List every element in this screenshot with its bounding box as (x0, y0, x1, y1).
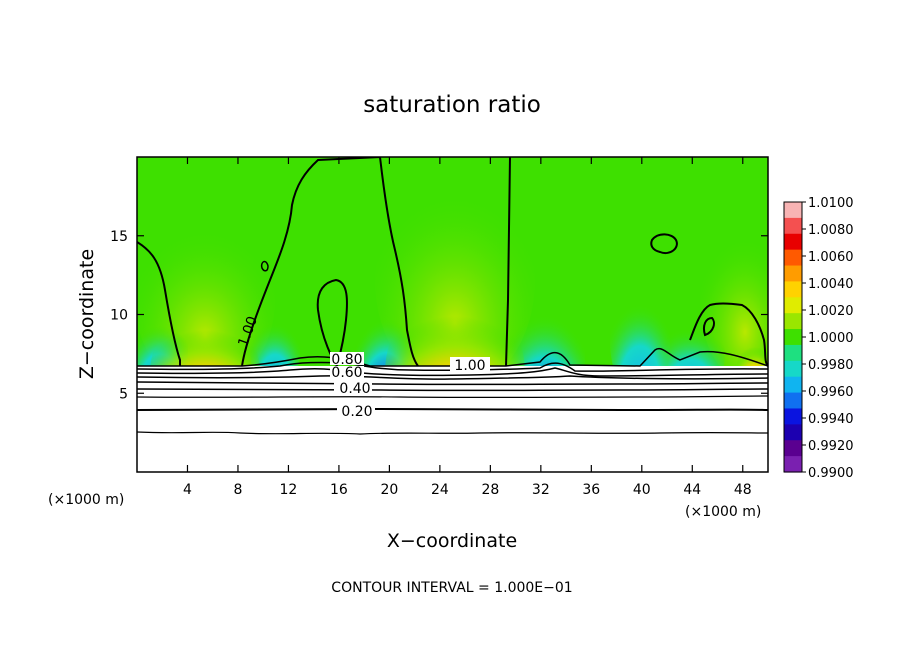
contour-label-0.20: 0.20 (341, 404, 372, 420)
contour-1.00 (137, 157, 511, 367)
colorbar-swatch (784, 376, 802, 394)
label-mask (330, 352, 364, 365)
colorbar-swatch (784, 440, 802, 457)
colorbar-tick-label: 0.9900 (808, 466, 854, 481)
contour-1.00-bubble (650, 233, 678, 254)
saturation-field: 1.00 0.80 0.60 0.40 0.20 1.00 (137, 157, 768, 472)
contour-0.20 (137, 407, 768, 412)
contour-0.10 (137, 431, 768, 435)
colorbar-swatch (784, 329, 802, 346)
colorbar-tick-label: 0.9940 (808, 412, 854, 427)
y-tick-label: 15 (110, 229, 128, 245)
contour-0.30 (137, 395, 768, 399)
label-mask (450, 357, 490, 371)
colorbar-swatch (784, 424, 802, 441)
y-tick-label: 5 (119, 386, 128, 402)
contour-label-0.80: 0.80 (331, 352, 362, 368)
x-tick-label: 8 (233, 482, 242, 498)
colorbar-tick-label: 1.0080 (808, 223, 854, 238)
contour-label-0.60: 0.60 (331, 365, 362, 381)
x-axis: 4 8 12 16 20 24 28 32 36 40 44 48 (183, 157, 752, 498)
colorbar-swatch (784, 233, 802, 251)
contour-0.60 (137, 375, 768, 380)
colorbar-tick-label: 0.9960 (808, 385, 854, 400)
x-unit-right: (×1000 m) (685, 504, 761, 520)
colorbar-tick-label: 1.0100 (808, 196, 854, 211)
contour-interval-note: CONTOUR INTERVAL = 1.000E−01 (331, 580, 572, 596)
colorbar-swatch (784, 217, 802, 235)
label-mask (334, 381, 372, 395)
colorbar-tick-label: 0.9920 (808, 439, 854, 454)
colorbar-swatch (784, 202, 802, 219)
x-tick-label: 12 (280, 482, 298, 498)
x-tick-label: 32 (532, 482, 550, 498)
chart-title: saturation ratio (363, 92, 541, 118)
colorbar-swatch (784, 344, 802, 362)
colorbar-swatch (784, 313, 802, 330)
colorbar-swatch (784, 297, 802, 314)
y-axis: 5 10 15 (110, 229, 768, 402)
colorbar-tick-label: 1.0060 (808, 250, 854, 265)
label-mask (330, 366, 364, 379)
contour-0.80 (137, 361, 768, 372)
x-tick-label: 28 (481, 482, 499, 498)
contour-0.50 (137, 381, 768, 386)
x-tick-label: 36 (582, 482, 600, 498)
x-tick-label: 16 (330, 482, 348, 498)
contour-0.90 (137, 348, 768, 367)
colorbar-swatch (784, 265, 802, 283)
colorbar-tick-label: 1.0040 (808, 277, 854, 292)
lower-layer (137, 366, 768, 472)
contour-1.00-small (260, 260, 269, 272)
contour-0.70 (137, 367, 768, 377)
colorbar-tick-label: 1.0020 (808, 304, 854, 319)
label-mask (337, 403, 375, 417)
colorbar-swatch (784, 360, 802, 378)
x-unit-left: (×1000 m) (48, 492, 124, 508)
colorbar: 1.0100 1.0080 1.0060 1.0040 1.0020 1.0000 0.99… (783, 196, 854, 481)
x-tick-label: 48 (734, 482, 752, 498)
x-axis-title: X−coordinate (387, 530, 517, 552)
contour-label-1.00-b: 1.00 (454, 358, 485, 374)
colorbar-swatch (784, 408, 802, 425)
colorbar-tick-label: 0.9980 (808, 358, 854, 373)
x-tick-label: 24 (431, 482, 449, 498)
contour-1.00-right (689, 302, 768, 367)
x-tick-label: 40 (633, 482, 651, 498)
contour-labels: 1.00 0.80 0.60 0.40 0.20 1.00 (235, 314, 490, 420)
contour-lines (137, 157, 768, 435)
colorbar-swatch (784, 281, 802, 298)
x-tick-label: 20 (380, 482, 398, 498)
contour-label-0.40: 0.40 (339, 381, 370, 397)
y-axis-title: Z−coordinate (76, 249, 98, 379)
colorbar-tick-label: 1.0000 (808, 331, 854, 346)
y-tick-label: 10 (110, 308, 128, 324)
x-tick-label: 4 (183, 482, 192, 498)
colorbar-swatch (784, 392, 802, 410)
x-tick-label: 44 (683, 482, 701, 498)
colorbar-swatch (784, 249, 802, 267)
colorbar-swatch (784, 456, 802, 473)
contour-0.40 (137, 388, 768, 392)
